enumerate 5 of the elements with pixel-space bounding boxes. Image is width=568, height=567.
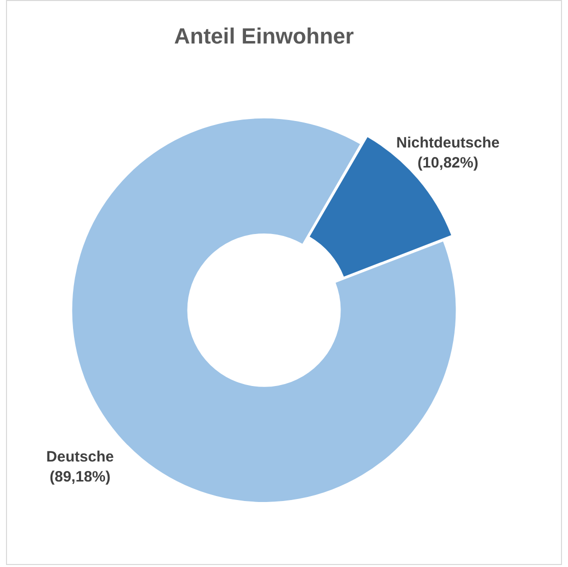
slice-label: Deutsche <box>46 448 114 466</box>
slice-label: Nichtdeutsche <box>396 134 500 152</box>
data-label: (89,18%) <box>50 468 111 486</box>
data-label: (10,82%) <box>417 154 478 172</box>
chart-title: Anteil Einwohner <box>174 23 354 48</box>
